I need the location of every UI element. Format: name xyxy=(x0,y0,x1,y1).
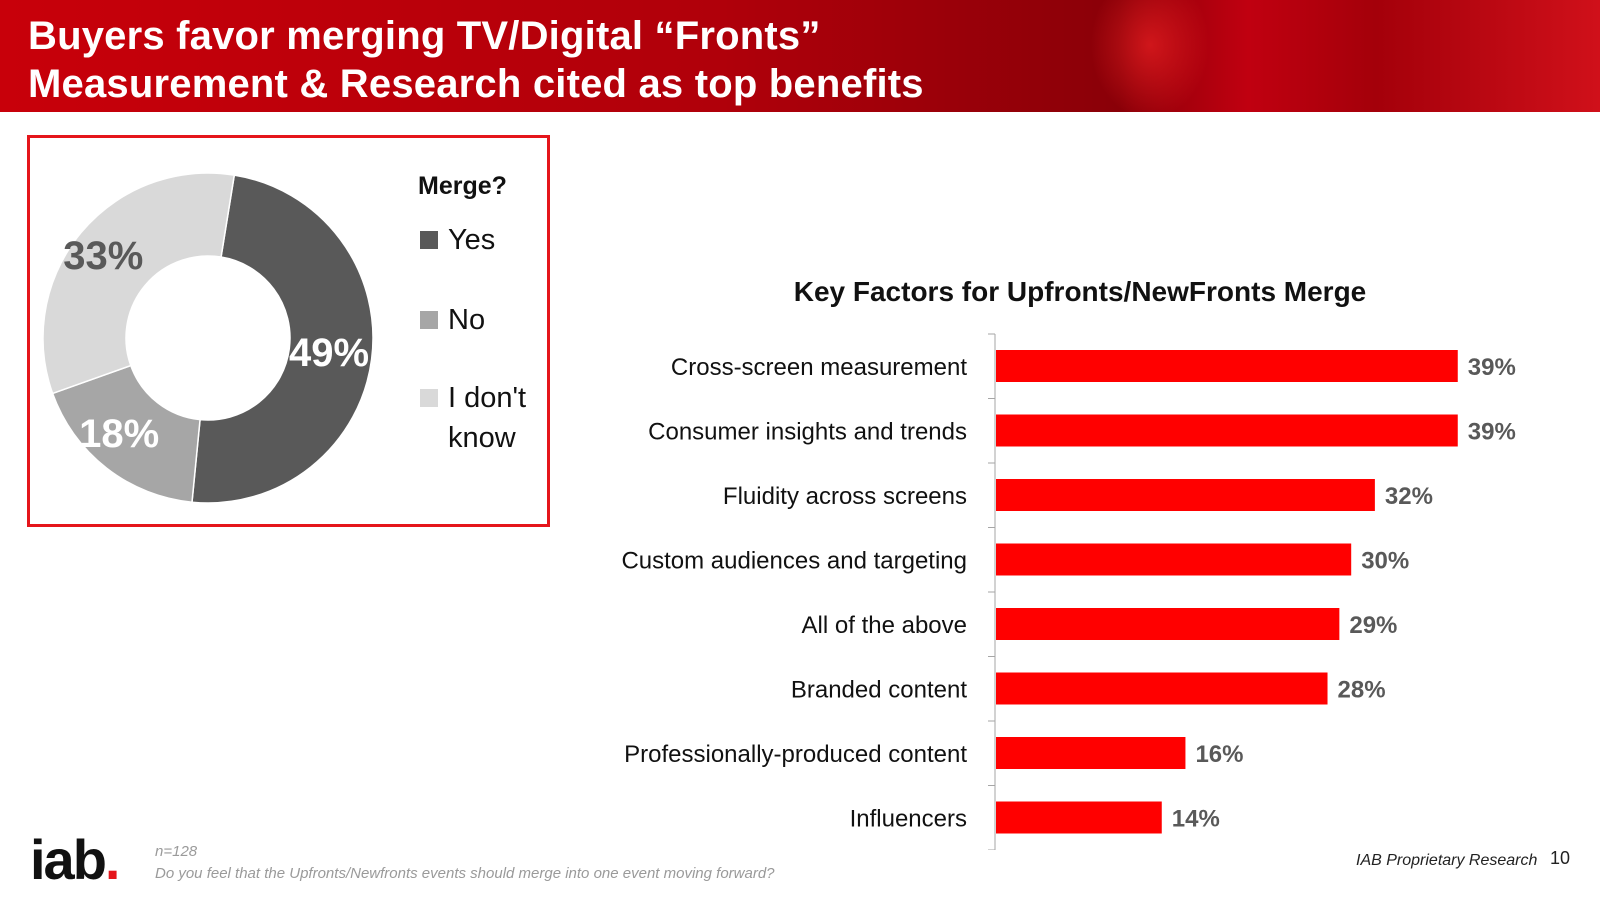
bar xyxy=(996,672,1328,705)
bar-chart-title: Key Factors for Upfronts/NewFronts Merge xyxy=(793,276,1367,307)
donut-slice-no xyxy=(51,364,201,504)
bar-value-label: 29% xyxy=(1349,612,1397,639)
bar-value-label: 32% xyxy=(1385,483,1433,510)
donut-chart-frame xyxy=(27,135,550,527)
survey-question-note: Do you feel that the Upfronts/Newfronts … xyxy=(155,865,775,882)
bar-category-label: Custom audiences and targeting xyxy=(621,548,967,575)
donut-slice-label: 18% xyxy=(79,411,160,456)
bar-category-label: Cross-screen measurement xyxy=(671,354,967,381)
legend-label: No xyxy=(448,304,486,336)
bar-category-label: Branded content xyxy=(791,677,967,704)
legend-swatch xyxy=(420,231,438,249)
bar-chart: Cross-screen measurement 39% Consumer insi… xyxy=(621,333,1516,850)
donut-chart xyxy=(42,172,374,504)
bar-value-label: 30% xyxy=(1361,548,1409,575)
iab-logo-dot: . xyxy=(104,828,121,891)
bar-category-label: Influencers xyxy=(850,806,967,833)
legend-swatch xyxy=(420,311,438,329)
bar-category-label: Consumer insights and trends xyxy=(648,419,967,446)
donut-legend-title: Merge? xyxy=(418,172,507,200)
bar-value-label: 28% xyxy=(1338,677,1386,704)
bar-category-label: Professionally-produced content xyxy=(624,741,967,768)
slide-header: Buyers favor merging TV/Digital “Fronts”… xyxy=(0,0,1600,112)
page-number: 10 xyxy=(1550,848,1571,868)
slide-title-line-1: Buyers favor merging TV/Digital “Fronts” xyxy=(28,14,821,58)
bar xyxy=(996,479,1375,511)
bar-category-label: All of the above xyxy=(802,612,967,639)
slide-title-line-2: Measurement & Research cited as top bene… xyxy=(28,62,924,106)
donut-slice-label: 49% xyxy=(289,330,370,375)
bar-value-label: 14% xyxy=(1172,806,1220,833)
donut-slice-i-don-t-know xyxy=(42,172,236,395)
source-note: IAB Proprietary Research xyxy=(1356,852,1538,869)
bar-value-label: 16% xyxy=(1195,741,1243,768)
bar xyxy=(996,414,1458,447)
bar-value-label: 39% xyxy=(1468,419,1516,446)
legend-swatch xyxy=(420,389,438,407)
legend-label: I don't know xyxy=(448,382,527,454)
donut-slice-label: 33% xyxy=(63,234,144,279)
bar xyxy=(996,350,1458,382)
bar xyxy=(996,543,1352,576)
legend-label: Yes xyxy=(448,224,496,256)
iab-logo: iab. xyxy=(30,832,120,888)
donut-slice-yes xyxy=(191,174,374,504)
sample-size-note: n=128 xyxy=(155,843,198,860)
header-glow xyxy=(1090,0,1210,112)
bar xyxy=(996,801,1162,834)
bar xyxy=(996,737,1186,769)
bar-value-label: 39% xyxy=(1468,354,1516,381)
bar-category-label: Fluidity across screens xyxy=(723,483,967,510)
iab-logo-text: iab xyxy=(30,828,107,891)
bar xyxy=(996,608,1340,640)
